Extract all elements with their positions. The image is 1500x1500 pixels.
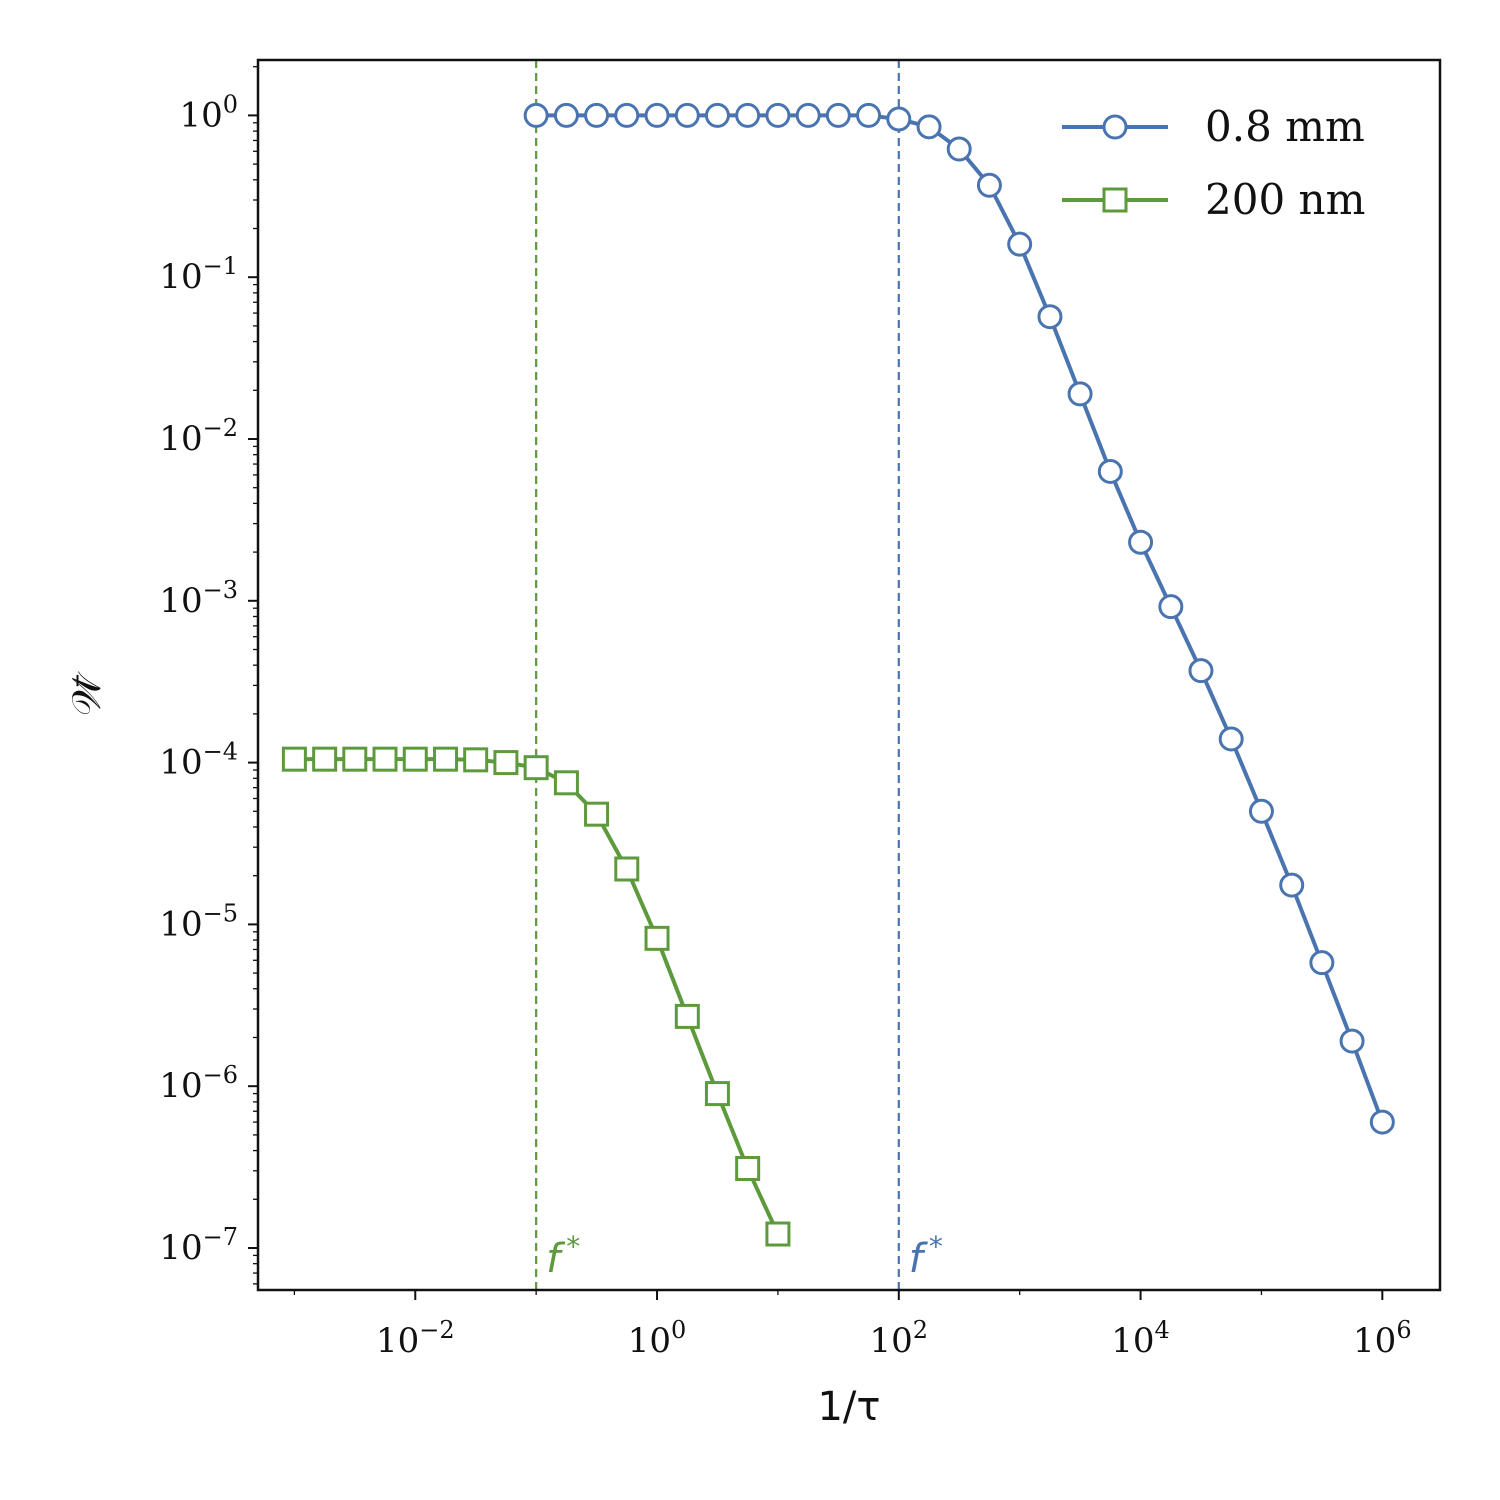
legend-label: 200 nm bbox=[1205, 175, 1365, 224]
data-point bbox=[584, 102, 610, 128]
data-point bbox=[553, 770, 579, 796]
data-point bbox=[614, 856, 640, 882]
y-tick-label: 10−1 bbox=[159, 252, 238, 297]
series-markers bbox=[281, 102, 1395, 1247]
data-point bbox=[372, 746, 398, 772]
data-point bbox=[312, 746, 338, 772]
data-point bbox=[735, 1155, 761, 1181]
data-point bbox=[674, 1003, 700, 1029]
data-point bbox=[795, 102, 821, 128]
y-tick-label: 10−5 bbox=[159, 899, 238, 944]
data-point bbox=[433, 746, 459, 772]
x-tick-label: 10−2 bbox=[376, 1316, 455, 1361]
data-point bbox=[856, 102, 882, 128]
data-point bbox=[553, 102, 579, 128]
data-point bbox=[402, 746, 428, 772]
y-axis-ticks: 100 10−1 10−2 10−3 10−4 10−5 10−6 10−7 bbox=[159, 66, 258, 1285]
data-point bbox=[1339, 1028, 1365, 1054]
y-axis-label: 𝒲̄ bbox=[64, 671, 110, 716]
x-tick-label: 104 bbox=[1111, 1316, 1170, 1361]
data-point bbox=[523, 755, 549, 781]
y-tick-label: 10−6 bbox=[159, 1061, 238, 1106]
data-point bbox=[765, 1221, 791, 1247]
legend-marker bbox=[1102, 187, 1128, 213]
y-tick-label: 10−4 bbox=[159, 738, 238, 783]
y-tick-label: 10−2 bbox=[159, 414, 238, 459]
data-point bbox=[886, 106, 912, 132]
plot-frame bbox=[256, 58, 1442, 1292]
y-tick-label: 10−7 bbox=[159, 1223, 238, 1268]
data-point bbox=[1188, 658, 1214, 684]
data-point bbox=[493, 750, 519, 776]
data-point bbox=[704, 1081, 730, 1107]
data-point bbox=[1309, 950, 1335, 976]
reference-lines bbox=[535, 60, 900, 1290]
data-point bbox=[825, 102, 851, 128]
data-point bbox=[463, 747, 489, 773]
data-point bbox=[1218, 726, 1244, 752]
data-point bbox=[1037, 304, 1063, 330]
data-point bbox=[1158, 594, 1184, 620]
data-point bbox=[674, 102, 700, 128]
data-point bbox=[1279, 872, 1305, 898]
data-point bbox=[1097, 458, 1123, 484]
x-axis-ticks: 10−2 100 102 104 106 bbox=[293, 1290, 1412, 1361]
data-point bbox=[584, 801, 610, 827]
data-point bbox=[644, 925, 670, 951]
data-point bbox=[1128, 529, 1154, 555]
y-tick-label: 10−3 bbox=[159, 576, 238, 621]
data-point bbox=[1067, 381, 1093, 407]
legend: 0.8 mm 200 nm bbox=[1062, 102, 1365, 224]
data-point bbox=[976, 172, 1002, 198]
legend-label: 0.8 mm bbox=[1205, 102, 1365, 151]
legend-marker bbox=[1102, 114, 1128, 140]
data-point bbox=[523, 102, 549, 128]
x-tick-label: 102 bbox=[870, 1316, 929, 1361]
data-point bbox=[916, 114, 942, 140]
x-tick-label: 106 bbox=[1353, 1316, 1412, 1361]
data-point bbox=[1007, 231, 1033, 257]
data-point bbox=[1369, 1109, 1395, 1135]
data-point bbox=[614, 102, 640, 128]
data-point bbox=[342, 746, 368, 772]
data-point bbox=[1248, 798, 1274, 824]
data-point bbox=[704, 102, 730, 128]
data-point bbox=[281, 746, 307, 772]
y-tick-label: 100 bbox=[179, 90, 238, 135]
data-point bbox=[946, 136, 972, 162]
data-point bbox=[735, 102, 761, 128]
data-point bbox=[765, 102, 791, 128]
data-point bbox=[644, 102, 670, 128]
x-axis-label: 1/τ bbox=[817, 1384, 880, 1430]
x-tick-label: 100 bbox=[628, 1316, 687, 1361]
